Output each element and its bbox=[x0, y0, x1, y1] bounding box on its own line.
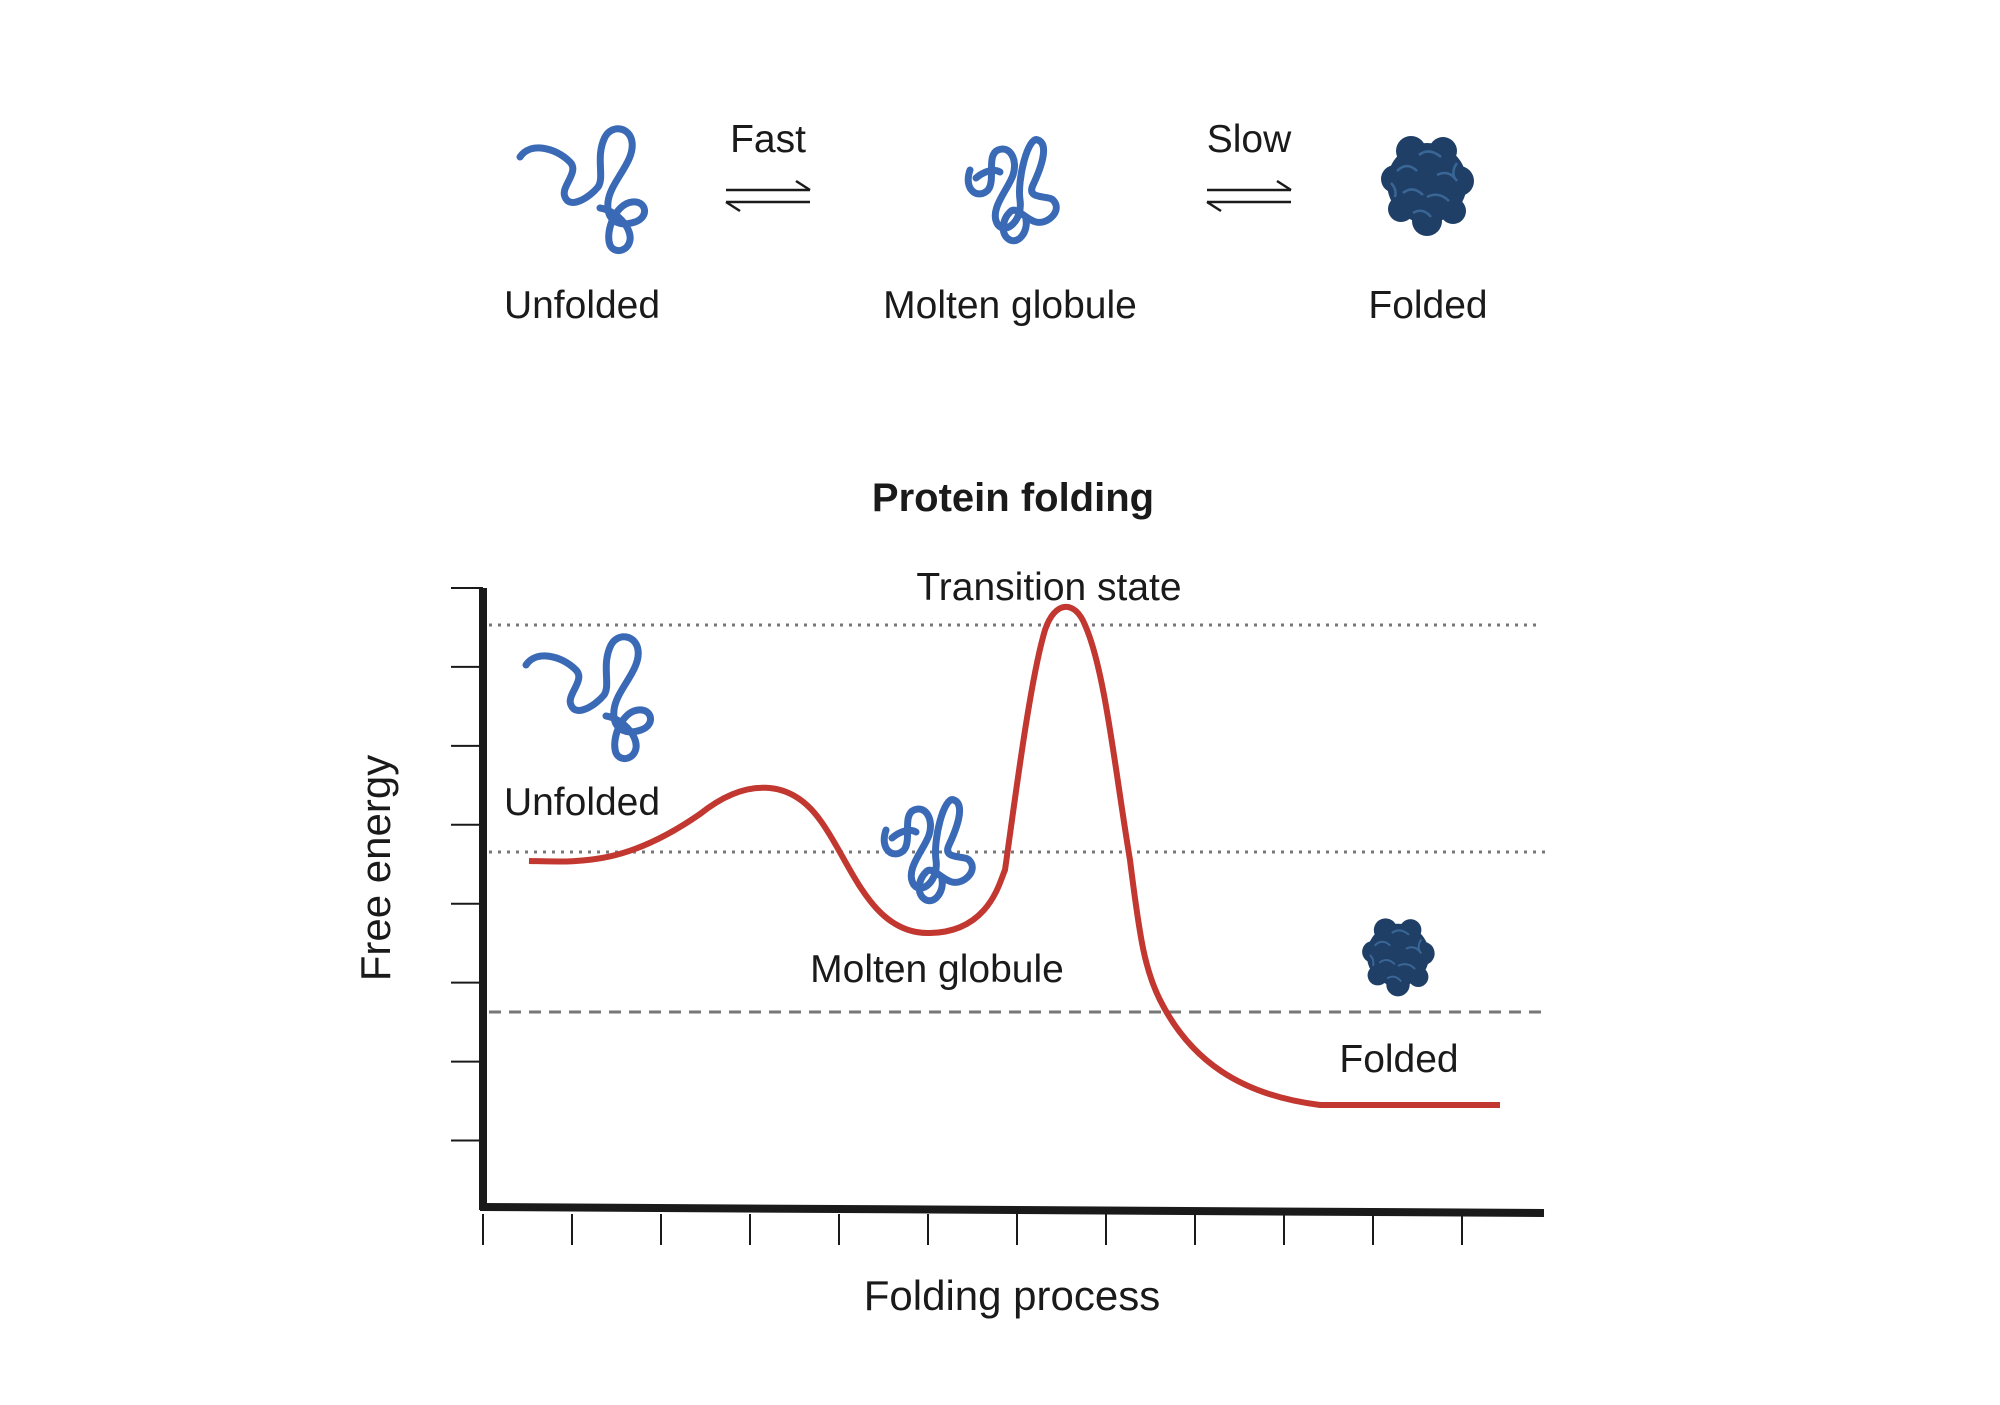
equilibrium-arrows-icon bbox=[1205, 179, 1293, 213]
scheme-label-slow: Slow bbox=[1207, 118, 1292, 161]
scheme-label-fast: Fast bbox=[730, 118, 806, 161]
molten-globule-icon bbox=[884, 800, 972, 901]
unfolded-protein-icon bbox=[526, 637, 651, 759]
scheme-label-unfolded: Unfolded bbox=[504, 284, 660, 327]
scheme-label-folded: Folded bbox=[1368, 284, 1487, 327]
molten-globule-icon bbox=[968, 140, 1056, 241]
annotation-transition-state: Transition state bbox=[916, 566, 1181, 609]
folded-protein-icon bbox=[1379, 134, 1476, 238]
x-axis bbox=[479, 1203, 1545, 1217]
chart-title: Protein folding bbox=[872, 476, 1154, 520]
energy-diagram: Protein folding Unfolded Molten globule … bbox=[352, 476, 1548, 1319]
annotation-molten-globule: Molten globule bbox=[810, 948, 1064, 991]
annotation-folded: Folded bbox=[1339, 1038, 1458, 1081]
scheme-label-molten-globule: Molten globule bbox=[883, 284, 1137, 327]
y-axis-ticks bbox=[451, 587, 483, 1142]
equilibrium-arrows-icon bbox=[724, 179, 812, 213]
x-axis-ticks bbox=[482, 1214, 1463, 1245]
annotation-unfolded: Unfolded bbox=[504, 781, 660, 824]
folded-protein-icon bbox=[1361, 917, 1436, 998]
y-axis-label: Free energy bbox=[352, 755, 399, 981]
free-energy-curve bbox=[528, 603, 1500, 1108]
unfolded-protein-icon bbox=[520, 129, 645, 251]
folding-scheme: Unfolded Fast Molten globule Slow Folded bbox=[504, 118, 1488, 327]
x-axis-label: Folding process bbox=[864, 1272, 1160, 1319]
